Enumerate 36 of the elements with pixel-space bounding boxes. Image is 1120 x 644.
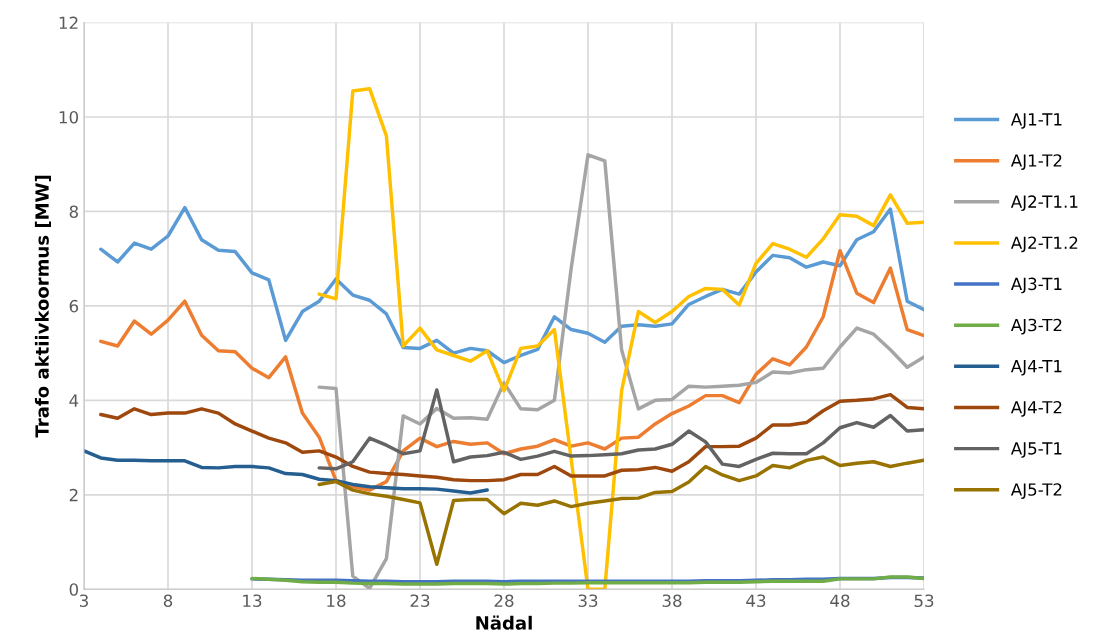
- legend-label: AJ1-T2: [1010, 154, 1062, 170]
- legend-label: AJ4-T2: [1010, 400, 1062, 417]
- x-tick-label: 18: [327, 594, 346, 608]
- y-tick-label: 4: [69, 394, 79, 407]
- legend-label: AJ1-T1: [1010, 113, 1062, 129]
- line-series: [99, 248, 924, 492]
- x-tick-label: 38: [662, 594, 682, 608]
- y-tick-label: 0: [69, 583, 79, 596]
- x-tick-label: 33: [578, 594, 598, 608]
- y-tick-label: 10: [59, 110, 79, 124]
- legend-label: AJ3-T2: [1010, 318, 1062, 335]
- x-tick-label: 43: [746, 594, 766, 608]
- x-axis-title: Nädal: [476, 615, 532, 630]
- legend-label: AJ4-T1: [1010, 360, 1062, 376]
- x-tick-label: 23: [410, 594, 430, 608]
- x-tick-label: 53: [914, 594, 934, 608]
- y-tick-label: 8: [69, 205, 78, 219]
- line-series: [99, 392, 924, 483]
- x-tick-label: 8: [163, 594, 173, 608]
- line-series: [317, 455, 924, 566]
- legend-label: AJ5-T1: [1010, 442, 1062, 458]
- x-tick-label: 3: [79, 594, 88, 608]
- legend-label: AJ3-T1: [1010, 277, 1062, 294]
- y-tick-label: 6: [69, 299, 79, 313]
- line-series: [84, 449, 489, 495]
- y-tick-label: 2: [69, 488, 78, 502]
- x-tick-label: 48: [830, 594, 850, 608]
- x-tick-label: 13: [243, 594, 262, 608]
- legend-label: AJ2-T1.2: [1010, 236, 1078, 253]
- legend-label: AJ5-T2: [1010, 483, 1062, 499]
- y-axis-title: Trafo aktiivkoormus [MW]: [34, 175, 51, 438]
- x-tick-label: 28: [494, 594, 514, 608]
- legend-label: AJ2-T1.1: [1010, 195, 1078, 212]
- line-series: [317, 388, 924, 471]
- y-tick-label: 12: [59, 16, 78, 29]
- line-series: [99, 205, 924, 365]
